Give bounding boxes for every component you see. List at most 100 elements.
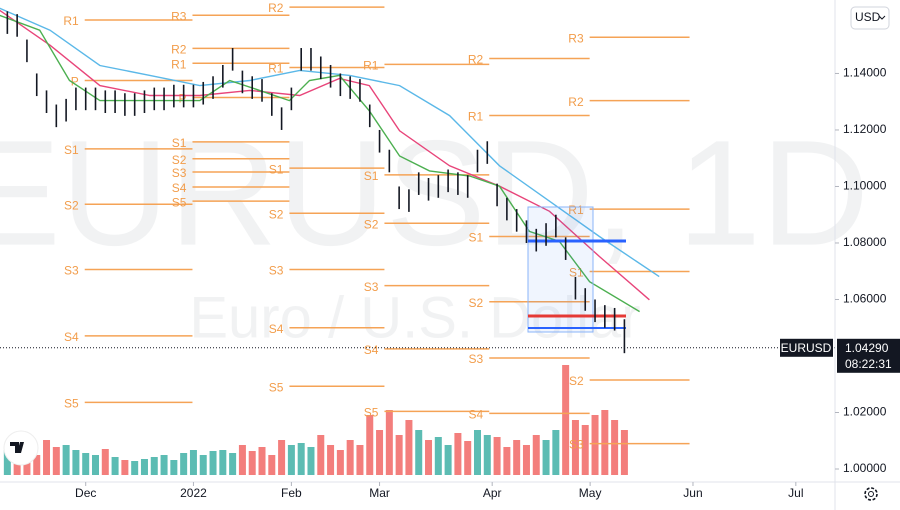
volume-bar <box>336 450 344 475</box>
volume-bar <box>591 415 599 475</box>
volume-bar <box>43 440 51 475</box>
volume-bar <box>317 435 325 475</box>
volume-bar <box>493 437 501 475</box>
volume-bar <box>82 453 90 475</box>
range-box <box>527 206 594 333</box>
pivot-label: S2 <box>269 207 284 221</box>
pivot-label: R1 <box>63 14 79 28</box>
pivot-label: S2 <box>64 198 79 212</box>
volume-bar <box>248 451 256 475</box>
volume-bar <box>581 425 589 475</box>
pivot-label: S5 <box>172 195 187 209</box>
currency-caret <box>878 15 886 20</box>
pivot-label: R2 <box>468 53 484 67</box>
volume-bar <box>180 453 188 475</box>
volume-bar <box>121 460 129 475</box>
moving-average <box>0 14 640 313</box>
volume-bar <box>503 447 511 475</box>
pivot-label: R3 <box>171 9 187 23</box>
volume-bar <box>473 430 481 475</box>
volume-bar <box>376 430 384 475</box>
pivot-label: S3 <box>64 264 79 278</box>
volume-bar <box>395 435 403 475</box>
pivot-label: S1 <box>269 162 284 176</box>
moving-average <box>0 7 660 278</box>
x-tick-label: Jun <box>683 486 702 500</box>
volume-bar <box>160 455 168 475</box>
volume-bar <box>522 445 530 475</box>
volume-bar <box>434 437 442 475</box>
x-tick-label: Apr <box>483 486 502 500</box>
volume-bar <box>425 440 433 475</box>
moving-average <box>0 9 650 301</box>
symbol-tag <box>780 338 833 357</box>
pivot-label: S3 <box>364 280 379 294</box>
pivot-label: S2 <box>172 153 187 167</box>
pivot-label: P <box>178 92 186 106</box>
volume-bar <box>238 445 246 475</box>
volume-bar <box>620 430 628 475</box>
y-tick-label: 1.00000 <box>843 461 887 475</box>
pivot-label: S4 <box>364 343 379 357</box>
pivot-label: S3 <box>569 438 584 452</box>
pivot-label: S5 <box>364 406 379 420</box>
volume-bar <box>72 450 80 475</box>
volume-bar <box>532 435 540 475</box>
volume-bar <box>131 461 139 475</box>
logo-mark <box>10 442 24 453</box>
volume-bar <box>278 440 286 475</box>
volume-bar <box>258 447 266 475</box>
volume-bar <box>552 430 560 475</box>
plot: R1PS1S2S3S4S5R3R2R1PS1S2S3S4S5R2R1S1S2S3… <box>0 1 835 475</box>
pivot-label: R1 <box>171 57 187 71</box>
volume-bar <box>199 455 207 475</box>
pivot-label: R2 <box>171 42 187 56</box>
volume-bar <box>33 455 41 475</box>
volume-bar <box>287 445 295 475</box>
volume-bar <box>140 459 148 475</box>
volume-bar <box>454 433 462 475</box>
volume-bar <box>346 440 354 475</box>
watermark: EURUSD, 1D Euro / U.S. Dollar <box>0 109 869 351</box>
pivot-label: R3 <box>568 31 584 45</box>
pivot-label: S4 <box>64 330 79 344</box>
pivot-label: S1 <box>172 136 187 150</box>
gear[interactable] <box>864 487 878 501</box>
volume-bar <box>571 420 579 475</box>
y-tick-label: 1.02000 <box>843 405 887 419</box>
pivot-label: S2 <box>569 374 584 388</box>
pivot-label: S4 <box>172 181 187 195</box>
countdown-label: 08:22:31 <box>845 357 892 371</box>
currency-button[interactable] <box>850 6 890 30</box>
volume-bar <box>611 420 619 475</box>
volume-bar <box>562 365 570 475</box>
volume-bar <box>52 447 60 475</box>
volume-bar <box>356 445 364 475</box>
pivot-label: S5 <box>269 380 284 394</box>
volume-bar <box>101 449 109 475</box>
pivot-label: S1 <box>469 231 484 245</box>
tv-logo <box>3 430 39 466</box>
last-price-tag <box>837 338 900 373</box>
pivot-label: R1 <box>468 110 484 124</box>
x-tick-label: Dec <box>75 486 96 500</box>
currency-label[interactable]: USD <box>855 10 881 24</box>
x-tick-label: 2022 <box>180 486 207 500</box>
volume-bar <box>415 430 423 475</box>
pivot-label: R1 <box>363 59 379 73</box>
volume-bar <box>483 435 491 475</box>
y-tick-label: 1.10000 <box>843 179 887 193</box>
volume-bar <box>366 415 374 475</box>
pivot-label: S2 <box>469 296 484 310</box>
x-tick-label: May <box>579 486 602 500</box>
x-tick-label: Feb <box>281 486 302 500</box>
watermark-description: Euro / U.S. Dollar <box>189 285 640 350</box>
volume-bar <box>307 447 315 475</box>
pivot-label: P <box>71 75 79 89</box>
y-tick-label: 1.06000 <box>843 292 887 306</box>
y-tick-label: 1.08000 <box>843 235 887 249</box>
settings-icon[interactable] <box>864 487 878 501</box>
